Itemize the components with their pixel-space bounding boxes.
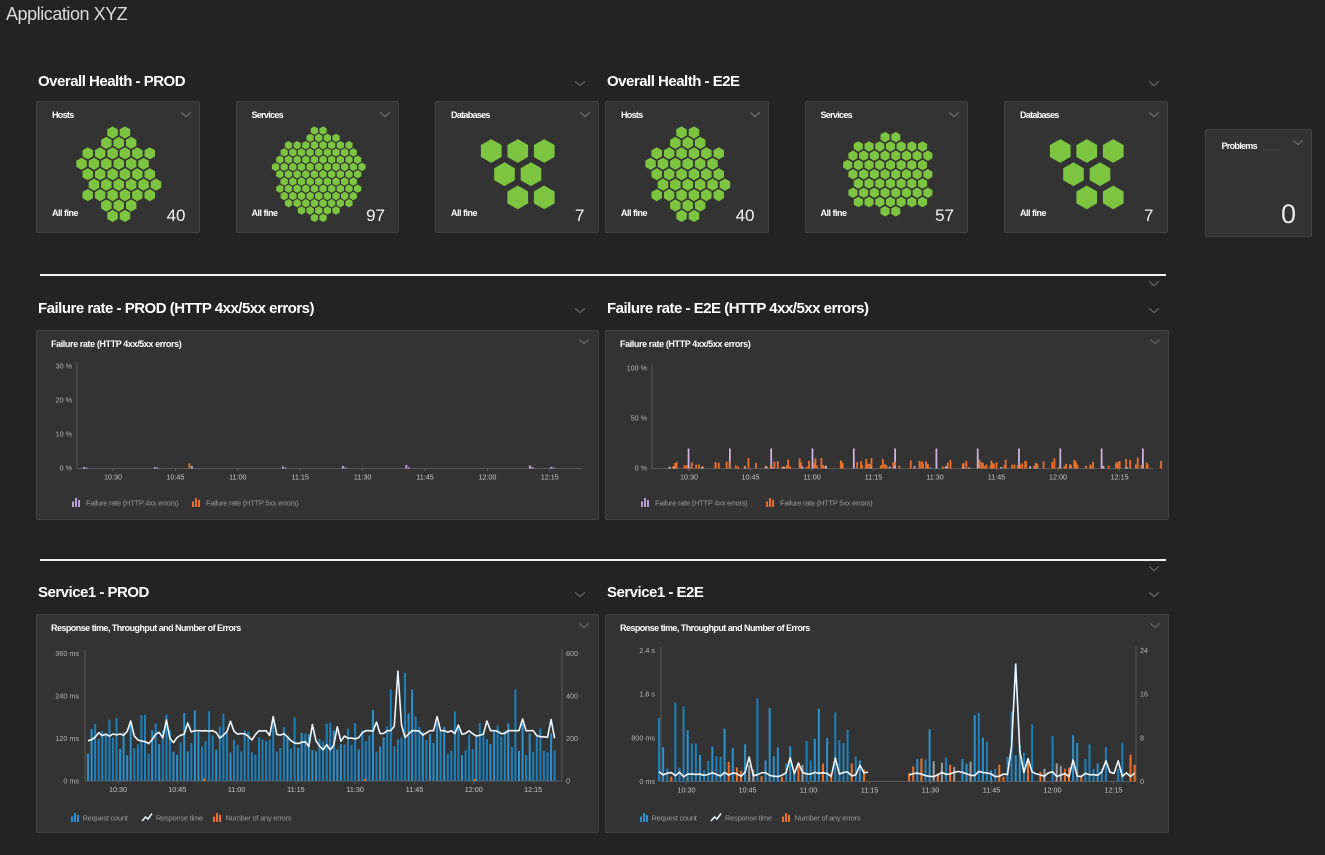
svg-text:20 %: 20 % bbox=[56, 396, 73, 405]
svg-text:360 ms: 360 ms bbox=[55, 649, 79, 658]
svg-text:Request count: Request count bbox=[83, 813, 129, 822]
svg-text:50 %: 50 % bbox=[631, 414, 648, 423]
svg-text:0 ms: 0 ms bbox=[63, 776, 79, 785]
svg-text:Failure rate (HTTP 4xx/5xx err: Failure rate (HTTP 4xx/5xx errors) bbox=[51, 339, 182, 349]
svg-text:Failure rate (HTTP 4xx/5xx err: Failure rate (HTTP 4xx/5xx errors) bbox=[620, 339, 751, 349]
svg-text:0: 0 bbox=[1140, 777, 1144, 786]
svg-text:12:15: 12:15 bbox=[541, 473, 559, 482]
svg-text:8: 8 bbox=[1140, 733, 1144, 742]
svg-text:Response time: Response time bbox=[156, 813, 203, 822]
svg-text:Failure rate (HTTP 4xx errors): Failure rate (HTTP 4xx errors) bbox=[86, 499, 179, 508]
svg-text:16: 16 bbox=[1140, 689, 1148, 698]
svg-text:12:00: 12:00 bbox=[1044, 785, 1062, 794]
svg-text:11:30: 11:30 bbox=[926, 473, 943, 482]
svg-text:0 %: 0 % bbox=[60, 464, 73, 473]
svg-text:Number of any errors: Number of any errors bbox=[226, 813, 292, 822]
svg-text:0: 0 bbox=[566, 776, 570, 785]
svg-text:800 ms: 800 ms bbox=[631, 733, 655, 742]
svg-text:Response time: Response time bbox=[725, 813, 772, 822]
svg-text:1.6 s: 1.6 s bbox=[639, 689, 655, 698]
svg-text:11:45: 11:45 bbox=[983, 785, 1000, 794]
svg-text:Number of any errors: Number of any errors bbox=[795, 813, 861, 822]
svg-text:Failure rate (HTTP 4xx errors): Failure rate (HTTP 4xx errors) bbox=[655, 499, 748, 508]
svg-text:12:15: 12:15 bbox=[1105, 785, 1123, 794]
svg-text:600: 600 bbox=[566, 649, 578, 658]
svg-text:12:00: 12:00 bbox=[1049, 473, 1067, 482]
svg-text:12:00: 12:00 bbox=[478, 473, 496, 482]
svg-text:11:45: 11:45 bbox=[988, 473, 1005, 482]
svg-text:10:45: 10:45 bbox=[742, 473, 760, 482]
svg-text:10:30: 10:30 bbox=[109, 785, 127, 794]
svg-text:0 %: 0 % bbox=[635, 464, 648, 473]
svg-text:12:15: 12:15 bbox=[1111, 473, 1129, 482]
svg-text:11:00: 11:00 bbox=[803, 473, 820, 482]
svg-text:400: 400 bbox=[566, 691, 578, 700]
svg-text:30 %: 30 % bbox=[56, 362, 73, 371]
svg-text:11:15: 11:15 bbox=[287, 785, 304, 794]
svg-text:10:45: 10:45 bbox=[739, 785, 757, 794]
svg-text:0 ms: 0 ms bbox=[639, 777, 655, 786]
svg-text:11:15: 11:15 bbox=[861, 785, 878, 794]
svg-text:10:45: 10:45 bbox=[166, 473, 184, 482]
svg-text:10:30: 10:30 bbox=[678, 785, 696, 794]
svg-text:11:30: 11:30 bbox=[354, 473, 371, 482]
svg-text:11:00: 11:00 bbox=[228, 785, 245, 794]
svg-text:Failure rate (HTTP 5xx errors): Failure rate (HTTP 5xx errors) bbox=[206, 499, 299, 508]
svg-text:10:30: 10:30 bbox=[680, 473, 698, 482]
svg-text:11:00: 11:00 bbox=[229, 473, 246, 482]
svg-text:11:15: 11:15 bbox=[291, 473, 308, 482]
svg-text:240 ms: 240 ms bbox=[55, 691, 79, 700]
svg-text:2.4 s: 2.4 s bbox=[639, 646, 655, 655]
svg-text:11:15: 11:15 bbox=[865, 473, 882, 482]
svg-text:24: 24 bbox=[1140, 646, 1148, 655]
svg-text:11:30: 11:30 bbox=[346, 785, 363, 794]
svg-text:11:30: 11:30 bbox=[922, 785, 939, 794]
svg-text:100 %: 100 % bbox=[627, 364, 648, 373]
svg-text:12:00: 12:00 bbox=[465, 785, 483, 794]
svg-text:10:45: 10:45 bbox=[168, 785, 186, 794]
svg-text:Request count: Request count bbox=[652, 813, 698, 822]
svg-text:11:00: 11:00 bbox=[800, 785, 817, 794]
svg-text:12:15: 12:15 bbox=[524, 785, 542, 794]
svg-text:11:45: 11:45 bbox=[416, 473, 433, 482]
svg-text:120 ms: 120 ms bbox=[55, 734, 79, 743]
svg-text:Response time, Throughput and: Response time, Throughput and Number of … bbox=[51, 623, 241, 633]
svg-text:200: 200 bbox=[566, 734, 578, 743]
svg-text:10:30: 10:30 bbox=[104, 473, 122, 482]
svg-text:11:45: 11:45 bbox=[406, 785, 423, 794]
svg-text:10 %: 10 % bbox=[56, 430, 73, 439]
svg-text:Response time, Throughput and: Response time, Throughput and Number of … bbox=[620, 623, 810, 633]
svg-text:Failure rate (HTTP 5xx errors): Failure rate (HTTP 5xx errors) bbox=[780, 499, 873, 508]
